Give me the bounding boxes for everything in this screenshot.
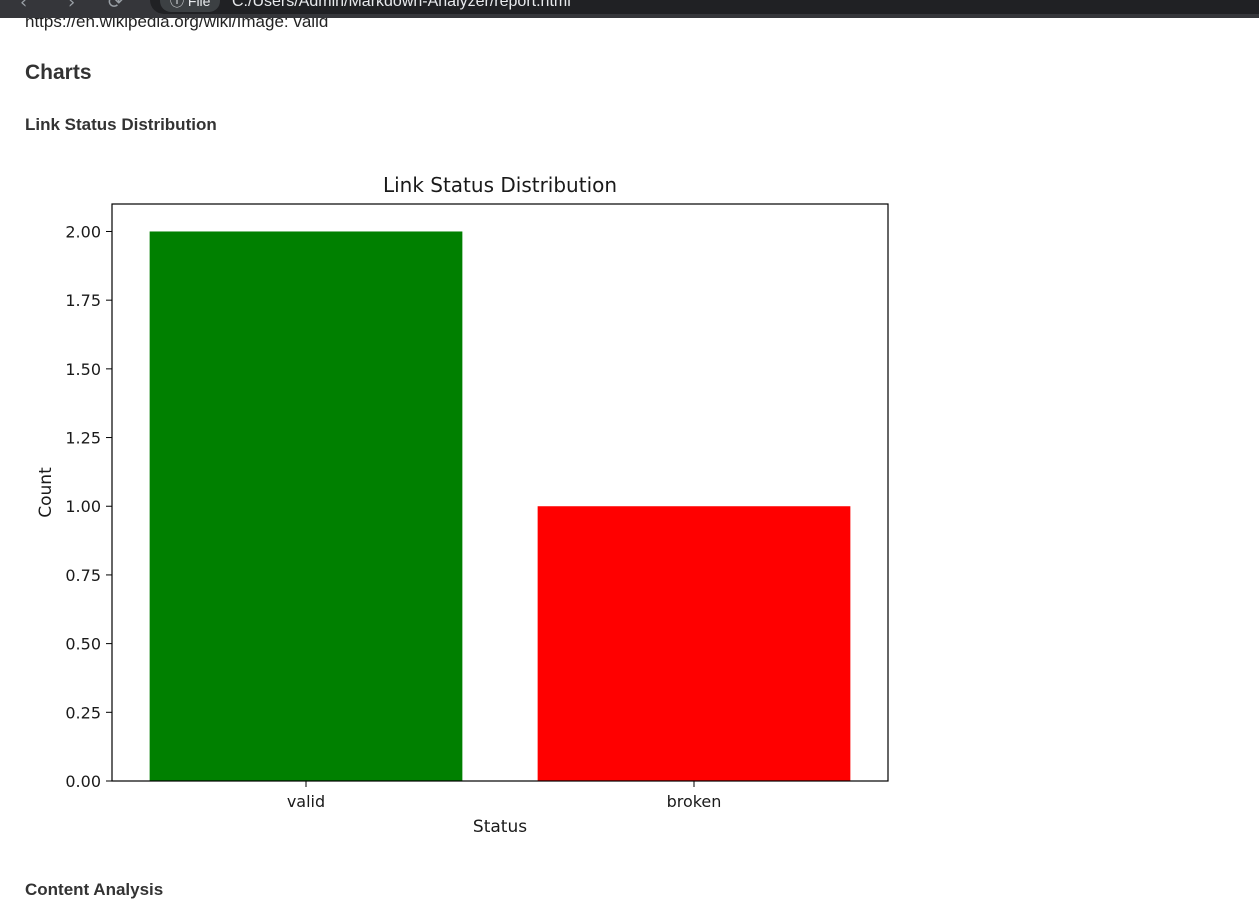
link-status-chart: Link Status Distribution 0.00 0.25 0.50 0.7… bbox=[36, 173, 889, 837]
x-axis-label: Status bbox=[473, 817, 527, 837]
y-axis-label: Count bbox=[36, 467, 56, 518]
forward-icon[interactable]: › bbox=[68, 0, 76, 13]
x-tick-label: broken bbox=[667, 792, 722, 811]
site-info-chip[interactable]: ⓘ File bbox=[160, 0, 221, 12]
link-status-heading: Link Status Distribution bbox=[25, 115, 217, 134]
y-tick-label: 1.75 bbox=[65, 291, 101, 310]
bar-valid bbox=[149, 231, 463, 781]
chart-title: Link Status Distribution bbox=[383, 173, 617, 197]
back-icon[interactable]: ‹ bbox=[20, 0, 28, 13]
charts-heading: Charts bbox=[25, 61, 92, 84]
browser-toolbar: ‹ › ⟳ ⓘ File C:/Users/Admin/Markdown-Ana… bbox=[0, 0, 1259, 18]
content-analysis-heading: Content Analysis bbox=[25, 880, 164, 899]
chart-axes-frame bbox=[111, 203, 889, 782]
address-url[interactable]: C:/Users/Admin/Markdown-Analyzer/report.… bbox=[232, 0, 571, 10]
y-tick-label: 1.50 bbox=[65, 360, 101, 379]
y-tick-label: 1.25 bbox=[65, 429, 101, 448]
y-tick-label: 0.25 bbox=[65, 703, 101, 722]
y-tick-label: 0.50 bbox=[65, 635, 101, 654]
address-bar[interactable] bbox=[150, 0, 1259, 14]
bar-broken bbox=[537, 506, 851, 781]
x-tick-label: valid bbox=[287, 792, 325, 811]
reload-icon[interactable]: ⟳ bbox=[108, 0, 124, 13]
y-tick-label: 0.75 bbox=[65, 566, 101, 585]
y-tick-label: 0.00 bbox=[65, 772, 101, 791]
y-tick-label: 2.00 bbox=[65, 222, 101, 241]
y-tick-label: 1.00 bbox=[65, 497, 101, 516]
